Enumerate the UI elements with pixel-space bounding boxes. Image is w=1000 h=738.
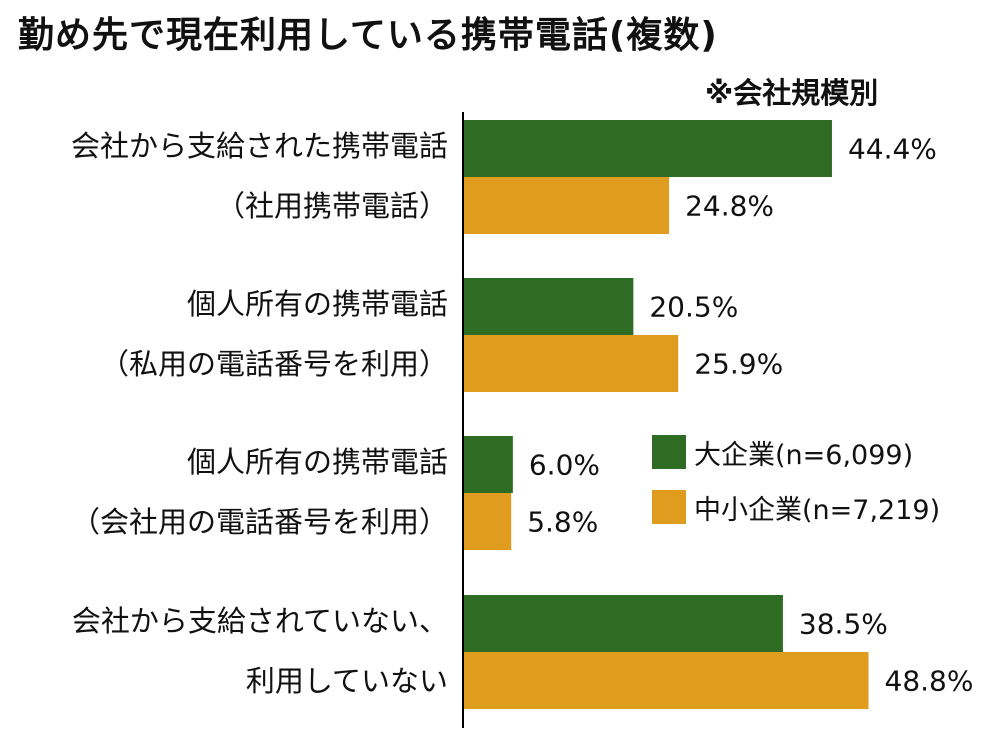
bar-small-1: [463, 335, 679, 392]
category-label-1-line1: 個人所有の携帯電話: [186, 287, 448, 321]
category-label-0-line2: （社用携帯電話）: [215, 189, 448, 223]
bar-large-1: [463, 278, 634, 335]
legend-item-large: 大企業(n=6,099): [652, 434, 914, 471]
chart-note: ※会社規模別: [705, 76, 879, 110]
data-label-large-1: 20.5%: [649, 291, 738, 324]
category-label-0-line1: 会社から支給された携帯電話: [70, 129, 448, 163]
legend-swatch-large: [652, 435, 686, 469]
bar-large-3: [463, 595, 783, 652]
legend-swatch-small: [652, 490, 686, 524]
data-label-small-2: 5.8%: [527, 506, 598, 539]
category-label-2-line1: 個人所有の携帯電話: [186, 445, 448, 479]
category-label-2-line2: （会社用の電話番号を利用）: [70, 505, 448, 539]
legend-label-large: 大企業(n=6,099): [694, 439, 914, 471]
category-label-1-line2: （私用の電話番号を利用）: [99, 347, 448, 381]
bar-large-0: [463, 120, 832, 177]
bar-large-2: [463, 436, 513, 493]
bar-small-3: [463, 652, 869, 709]
bar-small-0: [463, 177, 670, 234]
data-label-large-3: 38.5%: [799, 608, 888, 641]
data-label-small-1: 25.9%: [694, 348, 783, 381]
category-label-3-line2: 利用していない: [245, 664, 448, 698]
legend-item-small: 中小企業(n=7,219): [652, 489, 941, 526]
legend-label-small: 中小企業(n=7,219): [694, 494, 941, 526]
data-label-large-2: 6.0%: [529, 449, 600, 482]
chart-title: 勤め先で現在利用している携帯電話(複数): [18, 15, 718, 56]
category-label-3-line1: 会社から支給されていない、: [71, 604, 448, 638]
data-label-large-0: 44.4%: [848, 133, 937, 166]
bar-small-2: [463, 493, 512, 550]
data-label-small-0: 24.8%: [685, 190, 774, 223]
data-label-small-3: 48.8%: [885, 665, 974, 698]
